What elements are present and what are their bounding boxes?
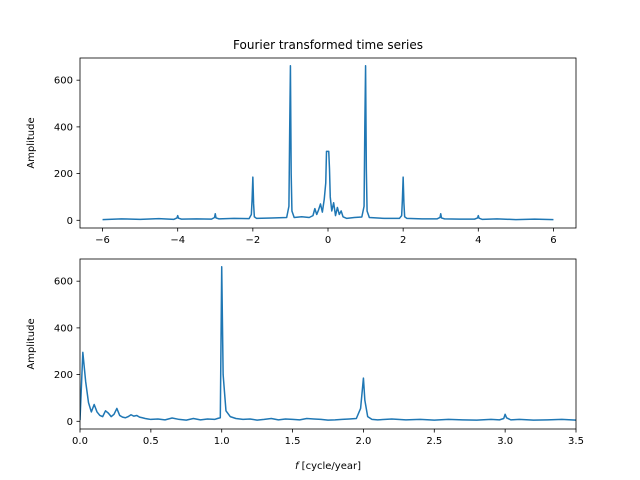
bottom-x-tick-label: 2.0 [355, 436, 371, 447]
bottom-x-tick-label: 2.5 [426, 436, 442, 447]
bottom-y-tick-label: 400 [54, 323, 73, 334]
x-axis-label-symbol: f [295, 461, 300, 472]
bottom-x-tick-label: 1.5 [285, 436, 301, 447]
top-y-tick-label: 600 [54, 76, 73, 87]
top-plot-marks [102, 64, 554, 221]
bottom-plot-ticks: 0.0 0.5 1.0 1.5 2.0 2.5 3.0 3.5 0 200 400 600 [54, 277, 584, 447]
bottom-y-tick-label: 0 [67, 417, 73, 428]
top-plot-ticks: −6 −4 −2 0 2 4 6 0 200 400 600 [54, 76, 557, 246]
bottom-plot: 0.0 0.5 1.0 1.5 2.0 2.5 3.0 3.5 0 200 400 600 Ampli… [26, 258, 584, 472]
bottom-x-axis-label: f [cycle/year] [295, 461, 361, 472]
bottom-x-tick-label: 0.0 [72, 436, 88, 447]
bottom-series-line-0 [80, 265, 576, 421]
top-y-tick-label: 0 [67, 216, 73, 227]
top-series-line-0 [102, 64, 554, 221]
top-y-tick-label: 400 [54, 122, 73, 133]
top-x-tick-label: −2 [245, 235, 260, 246]
top-x-tick-label: −4 [170, 235, 185, 246]
top-x-tick-label: −6 [95, 235, 110, 246]
top-x-tick-label: 4 [475, 235, 481, 246]
top-x-tick-label: 0 [325, 235, 331, 246]
top-x-tick-label: 6 [550, 235, 556, 246]
top-plot: Fourier transformed time series −6 −4 −2 0 2… [26, 38, 577, 246]
bottom-y-axis-label: Amplitude [26, 318, 37, 369]
bottom-x-tick-label: 0.5 [143, 436, 159, 447]
bottom-y-tick-label: 600 [54, 277, 73, 288]
bottom-x-tick-label: 3.5 [568, 436, 584, 447]
chart-title: Fourier transformed time series [233, 38, 423, 52]
top-y-axis-label: Amplitude [26, 117, 37, 168]
top-x-tick-label: 2 [400, 235, 406, 246]
x-axis-label-unit: [cycle/year] [299, 461, 362, 472]
bottom-x-tick-label: 1.0 [214, 436, 230, 447]
top-y-tick-label: 200 [54, 169, 73, 180]
bottom-plot-frame [79, 258, 577, 430]
bottom-plot-marks [80, 265, 576, 421]
bottom-x-tick-label: 3.0 [497, 436, 513, 447]
bottom-y-tick-label: 200 [54, 370, 73, 381]
